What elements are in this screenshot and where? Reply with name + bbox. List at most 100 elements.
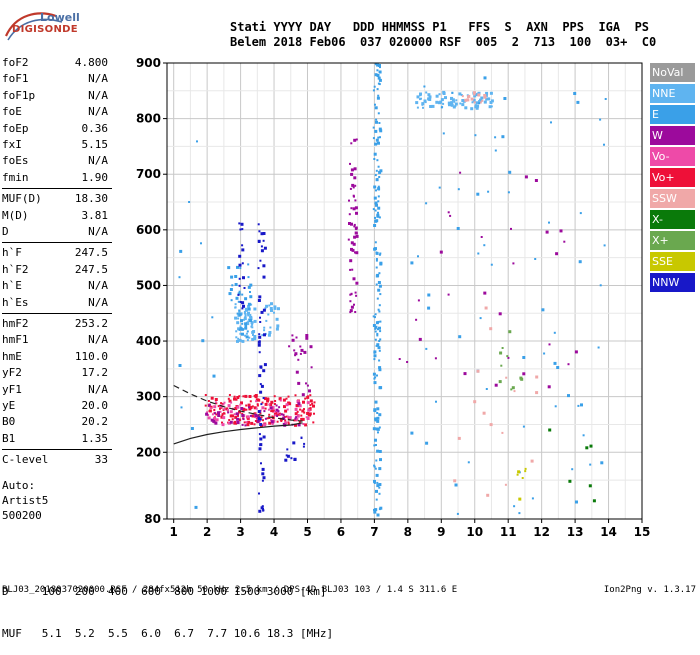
echo-point <box>258 447 262 451</box>
echo-point <box>230 401 233 404</box>
param-name: h`Es <box>2 295 29 309</box>
param-name: B0 <box>2 415 16 429</box>
echo-point <box>353 195 355 198</box>
echo-point <box>241 332 244 336</box>
legend-item-vo: Vo+ <box>650 168 695 187</box>
echo-point <box>236 321 240 325</box>
echo-point <box>258 433 261 436</box>
echo-point <box>268 403 271 406</box>
echo-point <box>489 327 493 331</box>
param-separator <box>2 313 112 314</box>
echo-point <box>245 404 248 407</box>
echo-point <box>534 179 538 182</box>
param-row: h`Es N/A <box>2 296 108 310</box>
echo-point <box>410 431 414 435</box>
echo-point <box>221 423 225 427</box>
echo-point <box>456 512 459 515</box>
echo-point <box>459 171 462 174</box>
echo-point <box>280 420 283 422</box>
echo-point <box>374 201 378 205</box>
echo-point <box>377 187 381 191</box>
param-name: M(D) <box>2 208 29 222</box>
echo-point <box>351 183 355 187</box>
echo-point <box>378 176 381 178</box>
echo-point <box>553 361 557 365</box>
echo-point <box>261 406 265 410</box>
echo-point <box>312 421 315 424</box>
echo-point <box>427 306 431 310</box>
echo-point <box>559 229 563 233</box>
echo-point <box>578 260 582 264</box>
echo-point <box>294 423 297 427</box>
echo-point <box>233 397 236 401</box>
echo-point <box>377 136 380 139</box>
echo-point <box>374 209 377 212</box>
echo-point <box>374 63 377 66</box>
echo-point <box>235 398 238 401</box>
echo-point <box>246 423 250 427</box>
echo-point <box>484 306 488 310</box>
echo-point <box>379 252 382 255</box>
header-values: Belem 2018 Feb06 037 020000 RSF 005 2 71… <box>230 35 657 49</box>
echo-point <box>548 221 550 224</box>
echo-point <box>373 482 376 484</box>
echo-point <box>241 322 244 325</box>
echo-point <box>438 93 441 96</box>
echo-point <box>190 427 194 430</box>
param-name: h`E <box>2 279 22 293</box>
echo-point <box>259 321 262 323</box>
echo-point <box>373 158 376 160</box>
echo-point <box>303 408 305 411</box>
echo-point <box>355 228 358 231</box>
echo-point <box>206 411 209 414</box>
echo-point <box>378 216 381 219</box>
echo-point <box>505 376 508 379</box>
echo-point <box>353 303 355 306</box>
echo-point <box>223 401 226 404</box>
echo-point <box>378 284 382 288</box>
echo-point <box>279 413 282 416</box>
echo-point <box>375 444 377 446</box>
header-labels: Stati YYYY DAY DDD HHMMSS P1 FFS S AXN P… <box>230 20 650 34</box>
echo-point <box>262 509 265 512</box>
echo-point <box>261 334 264 337</box>
echo-point <box>253 335 257 338</box>
echo-point <box>306 412 310 415</box>
echo-point <box>376 96 380 100</box>
param-row: yF1 N/A <box>2 383 108 397</box>
echo-point <box>373 408 377 412</box>
echo-point <box>234 275 238 278</box>
param-name: C-level <box>2 453 49 467</box>
echo-point <box>282 416 285 419</box>
echo-point <box>264 402 268 406</box>
echo-point <box>476 369 480 373</box>
echo-point <box>241 293 244 296</box>
echo-point <box>431 104 435 108</box>
echo-point <box>352 207 356 211</box>
echo-point <box>257 340 261 344</box>
echo-point <box>260 416 263 419</box>
echo-point <box>273 395 276 398</box>
param-row: B1 1.35 <box>2 432 108 446</box>
echo-point <box>293 419 296 422</box>
echo-point <box>373 381 377 385</box>
echo-point <box>294 352 298 356</box>
y-tick-label: 600 <box>136 223 161 237</box>
echo-point <box>376 484 380 488</box>
echo-point <box>378 492 381 495</box>
echo-point <box>305 336 309 340</box>
echo-point <box>424 101 427 104</box>
logo-swoosh-icon <box>4 12 63 41</box>
echo-point <box>233 421 237 425</box>
param-name: foE <box>2 105 22 119</box>
echo-point <box>376 449 380 453</box>
echo-point <box>448 103 451 107</box>
echo-point <box>275 411 279 415</box>
echo-point <box>599 284 602 287</box>
param-row: D N/A <box>2 225 108 239</box>
echo-point <box>249 319 253 322</box>
echo-point <box>483 95 487 99</box>
echo-point <box>262 419 264 422</box>
param-value: N/A <box>88 279 108 293</box>
echo-point <box>350 222 353 226</box>
